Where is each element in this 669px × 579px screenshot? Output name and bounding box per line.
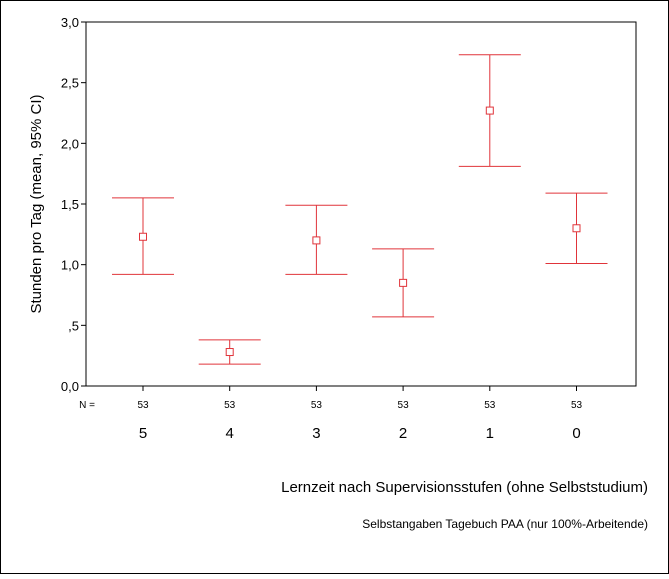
mean-marker <box>572 224 581 233</box>
category-label: 0 <box>572 425 580 442</box>
mean-marker <box>485 106 494 115</box>
error-bar-0 <box>545 192 608 264</box>
error-bar-5 <box>112 197 174 275</box>
y-axis-label: Stunden pro Tag (mean, 95% CI) <box>28 94 45 313</box>
category-label: 2 <box>399 425 407 442</box>
x-axis: 53 5 53 4 53 3 53 2 53 1 53 0 <box>137 386 582 442</box>
error-bars <box>112 54 608 365</box>
n-row-label: N = <box>79 400 95 411</box>
error-bar-2 <box>372 248 435 318</box>
mean-marker <box>312 236 321 245</box>
n-value: 53 <box>224 400 236 411</box>
y-tick-label: 2,0 <box>61 136 79 151</box>
category-label: 3 <box>312 425 320 442</box>
x-axis-label: Lernzeit nach Supervisionsstufen (ohne S… <box>281 479 648 496</box>
category-label: 4 <box>226 425 234 442</box>
y-tick-label: 3,0 <box>61 15 79 30</box>
y-axis: 0,0 ,5 1,0 1,5 2,0 2,5 3,0 <box>61 15 86 394</box>
y-tick-label: 1,0 <box>61 258 79 273</box>
chart-subtitle: Selbstangaben Tagebuch PAA (nur 100%-Arb… <box>362 517 648 531</box>
category-label: 5 <box>139 425 147 442</box>
n-value: 53 <box>398 400 410 411</box>
error-bar-1 <box>458 54 521 167</box>
y-tick-label: 0,0 <box>61 379 79 394</box>
n-value: 53 <box>137 400 149 411</box>
n-value: 53 <box>571 400 583 411</box>
n-value: 53 <box>311 400 323 411</box>
y-tick-label: 1,5 <box>61 197 79 212</box>
mean-marker <box>225 348 234 357</box>
y-tick-label: ,5 <box>68 318 79 333</box>
y-tick-label: 2,5 <box>61 76 79 91</box>
n-value: 53 <box>484 400 496 411</box>
mean-marker <box>399 278 408 287</box>
error-bar-4 <box>198 339 261 365</box>
category-label: 1 <box>486 425 494 442</box>
error-bar-3 <box>285 204 348 275</box>
mean-marker <box>139 232 147 241</box>
